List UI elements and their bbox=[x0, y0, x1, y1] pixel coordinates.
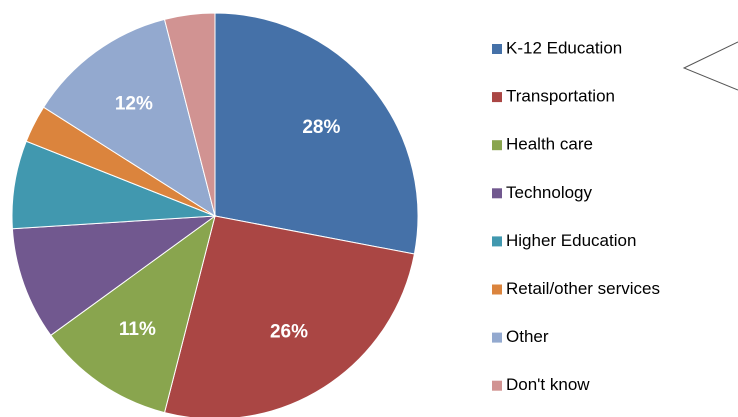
legend-swatch bbox=[492, 140, 502, 151]
pie-slice bbox=[163, 12, 216, 217]
legend-label: Technology bbox=[506, 183, 593, 202]
legend-swatch bbox=[492, 380, 502, 391]
legend-label: Health care bbox=[506, 135, 593, 154]
legend-label: Retail/other services bbox=[506, 279, 660, 298]
legend-swatch bbox=[492, 236, 502, 247]
legend-label: Other bbox=[506, 327, 549, 346]
legend-swatch bbox=[492, 188, 502, 199]
pie-slice bbox=[163, 215, 415, 417]
legend-swatch bbox=[492, 332, 502, 343]
legend-label: Don't know bbox=[506, 375, 590, 394]
data-label: 28% bbox=[302, 117, 340, 138]
pie-slice bbox=[11, 215, 217, 337]
pie-slice bbox=[50, 214, 216, 414]
legend-label: Transportation bbox=[506, 87, 615, 106]
legend-swatch bbox=[492, 44, 502, 54]
pie: 28% 26% 11% 12% bbox=[11, 12, 419, 417]
legend-label: Higher Education bbox=[506, 231, 636, 250]
data-label: 11% bbox=[119, 319, 156, 340]
legend-swatch bbox=[492, 92, 502, 103]
pie-slice bbox=[214, 12, 419, 255]
legend-swatch bbox=[492, 284, 502, 295]
data-label: 26% bbox=[270, 322, 308, 343]
pie-slice bbox=[42, 18, 216, 218]
legend: K-12 Education Transportation Health care T… bbox=[492, 38, 660, 394]
data-label: 12% bbox=[115, 93, 153, 114]
callout bbox=[682, 41, 738, 91]
legend-label: K-12 Education bbox=[506, 38, 622, 57]
